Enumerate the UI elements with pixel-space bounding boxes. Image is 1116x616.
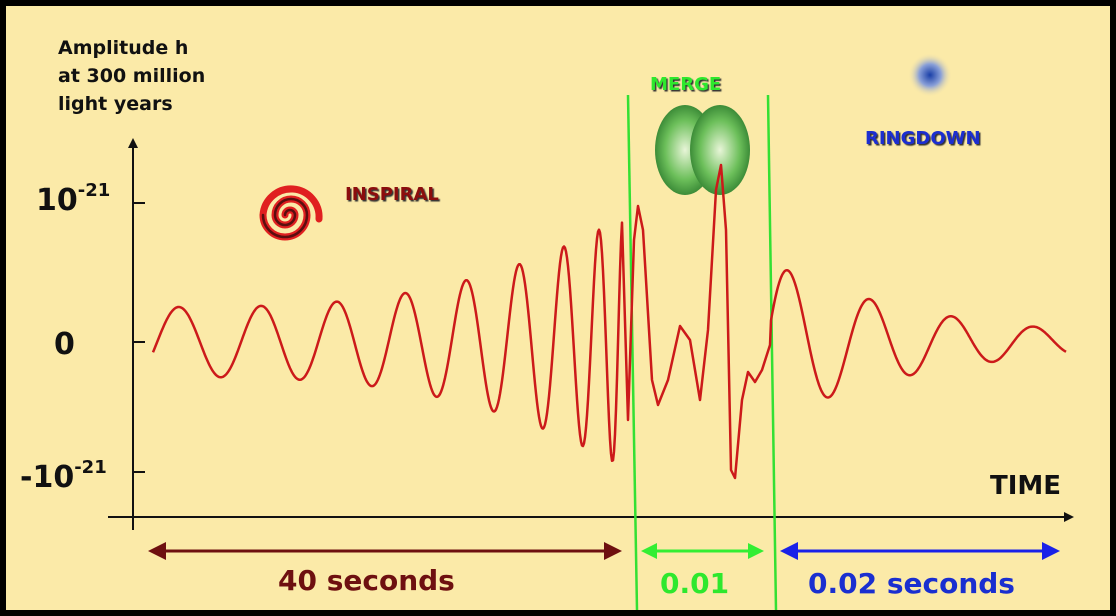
duration: 0.01 (660, 567, 729, 600)
duration: 40 seconds (278, 564, 455, 597)
waveform (151, 163, 1067, 480)
phase-name: RINGDOWN (865, 128, 981, 149)
boundary (626, 94, 639, 611)
boundary (766, 94, 778, 611)
spiral-icon (259, 185, 323, 241)
tick-exponent: -21 (74, 457, 107, 478)
tick-exponent: -21 (78, 180, 111, 201)
duration-arrows (148, 542, 1060, 560)
y-label-line: at 300 million (58, 65, 205, 87)
phase-name: INSPIRAL (345, 184, 439, 205)
y-tick-label: -10-21 (20, 457, 107, 495)
tick-base: -10 (20, 460, 74, 495)
tick-base: 10 (36, 183, 78, 218)
y-label-line: light years (58, 93, 173, 115)
merge-icon (655, 105, 750, 195)
x-label: TIME (990, 471, 1061, 501)
y-tick-label: 10-21 (36, 180, 110, 218)
y-tick-label: 0 (54, 327, 75, 362)
duration: 0.02 seconds (808, 567, 1015, 600)
y-label: Amplitude h at 300 million light years (58, 37, 205, 115)
y-label-line: Amplitude h (58, 37, 188, 59)
phase-name: MERGE (650, 74, 721, 95)
ringdown-icon (908, 53, 952, 97)
